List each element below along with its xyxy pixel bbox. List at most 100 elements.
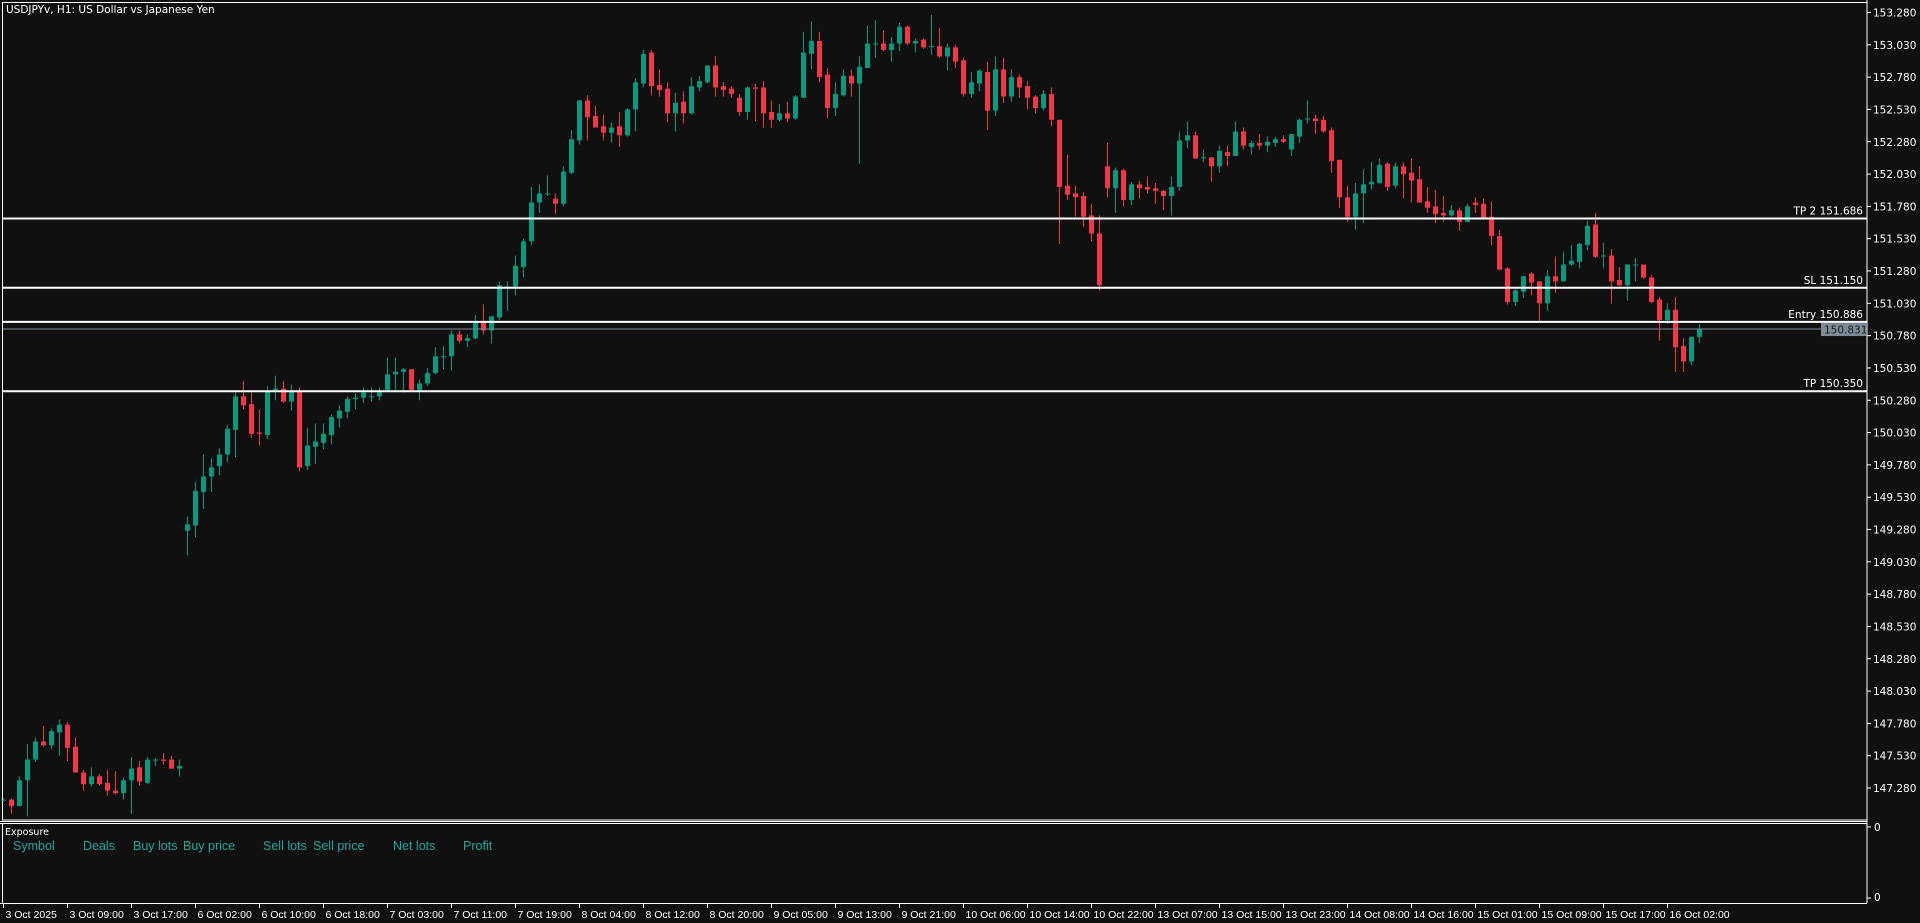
candle-body	[849, 75, 854, 84]
candle-body	[81, 772, 86, 785]
candle-body	[1153, 188, 1158, 191]
candle-body	[1081, 196, 1086, 217]
price-axis[interactable]: 153.280 153.030 152.780 152.530 152.280 152.0…	[1821, 0, 1916, 903]
candle-body	[1449, 210, 1454, 216]
price-tick-label: 148.030	[1873, 686, 1916, 698]
column-net-lots: Net lots	[393, 839, 435, 853]
price-tick-label: 148.530	[1873, 621, 1916, 633]
candle-body	[1201, 157, 1206, 159]
bull-candle	[561, 166, 566, 207]
bear-candle	[937, 28, 942, 58]
bull-candle	[193, 481, 198, 538]
candle-body	[1145, 186, 1150, 190]
candle-body	[1521, 276, 1526, 292]
bear-candle	[825, 68, 830, 119]
candle-body	[465, 338, 470, 341]
bear-candle	[457, 330, 462, 344]
candle-body	[1577, 243, 1582, 262]
price-tick-label: 149.530	[1873, 492, 1916, 504]
candles-layer	[1, 15, 1702, 817]
candle-body	[201, 476, 206, 493]
candle-body	[1457, 210, 1462, 222]
candle-body	[641, 53, 646, 84]
time-tick-label: 9 Oct 05:00	[774, 909, 828, 921]
candle-body	[1529, 273, 1534, 283]
bull-candle	[1201, 149, 1206, 163]
price-tick-label: 152.280	[1873, 137, 1916, 149]
bear-candle	[241, 380, 246, 410]
candle-body	[409, 369, 414, 390]
bull-candle	[1305, 100, 1310, 124]
candle-body	[1169, 186, 1174, 197]
bear-candle	[961, 57, 966, 97]
candle-body	[873, 43, 878, 45]
bull-candle	[1569, 245, 1574, 266]
bear-candle	[785, 101, 790, 123]
bear-candle	[1281, 135, 1286, 144]
candle-body	[1097, 233, 1102, 286]
time-tick-label: 8 Oct 12:00	[646, 909, 700, 921]
candle-body	[1609, 255, 1614, 282]
candle-body	[473, 322, 478, 339]
candle-body	[833, 93, 838, 109]
bear-candle	[1505, 267, 1510, 305]
candle-body	[1377, 165, 1382, 184]
price-tick-label: 152.530	[1873, 104, 1916, 116]
candle-body	[537, 193, 542, 203]
candle-body	[1001, 69, 1006, 97]
candle-body	[713, 65, 718, 88]
candle-body	[585, 100, 590, 118]
bull-candle	[393, 357, 398, 390]
time-axis[interactable]: 3 Oct 2025 3 Oct 09:00 3 Oct 17:00 6 Oct 02…	[0, 903, 1867, 921]
column-sell-lots: Sell lots	[263, 839, 307, 853]
candle-body	[1409, 172, 1414, 181]
level-label: SL 151.150	[1804, 275, 1863, 287]
level-sl: SL 151.150	[3, 275, 1867, 289]
candle-body	[1425, 201, 1430, 208]
bull-candle	[489, 316, 494, 344]
bear-candle	[9, 798, 14, 814]
bear-candle	[713, 56, 718, 97]
candle-body	[49, 731, 54, 746]
bull-candle	[537, 184, 542, 213]
bear-candle	[1257, 133, 1262, 150]
bear-candle	[297, 387, 302, 472]
bull-candle	[361, 387, 366, 403]
candle-body	[961, 60, 966, 94]
candle-body	[1041, 93, 1046, 109]
bull-candle	[217, 448, 222, 476]
candle-body	[361, 392, 366, 398]
candle-body	[969, 82, 974, 94]
bull-candle	[153, 758, 158, 767]
bull-candle	[977, 69, 982, 92]
bull-candle	[1561, 251, 1566, 282]
bull-candle	[865, 25, 870, 69]
bull-candle	[897, 22, 902, 52]
candle-body	[281, 388, 286, 402]
time-tick-label: 13 Oct 15:00	[1222, 909, 1282, 921]
time-tick-label: 10 Oct 14:00	[1030, 909, 1090, 921]
candle-body	[1113, 170, 1118, 189]
bear-candle	[761, 81, 766, 128]
bear-candle	[113, 771, 118, 795]
time-tick-label: 13 Oct 07:00	[1158, 909, 1218, 921]
bear-candle	[1673, 296, 1678, 372]
candle-body	[897, 26, 902, 44]
candle-body	[513, 265, 518, 287]
candle-body	[601, 126, 606, 133]
candle-body	[1249, 143, 1254, 147]
time-tick-label: 8 Oct 04:00	[582, 909, 636, 921]
candle-body	[1161, 190, 1166, 197]
candle-body	[1481, 203, 1486, 219]
bull-candle	[1449, 205, 1454, 217]
exposure-subwindow: Exposure Symbol Deals Buy lots Buy price…	[0, 821, 1881, 904]
bull-candle	[1009, 69, 1014, 102]
bear-candle	[649, 49, 654, 96]
bull-candle	[1361, 168, 1366, 224]
candle-body	[273, 388, 278, 390]
candle-body	[937, 46, 942, 57]
candle-body	[1401, 166, 1406, 175]
candle-body	[121, 780, 126, 794]
bear-candle	[1417, 166, 1422, 203]
